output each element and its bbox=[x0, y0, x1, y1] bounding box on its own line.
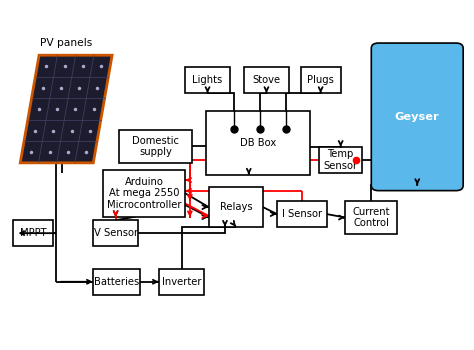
Text: DB Box: DB Box bbox=[240, 138, 276, 148]
Text: Arduino
At mega 2550
Microcontroller: Arduino At mega 2550 Microcontroller bbox=[107, 177, 181, 210]
FancyBboxPatch shape bbox=[93, 269, 140, 295]
Text: Stove: Stove bbox=[252, 75, 281, 85]
Text: Batteries: Batteries bbox=[94, 277, 139, 287]
FancyBboxPatch shape bbox=[93, 220, 138, 246]
FancyBboxPatch shape bbox=[277, 201, 327, 227]
Text: Plugs: Plugs bbox=[307, 75, 334, 85]
Text: V Sensor: V Sensor bbox=[93, 228, 138, 238]
FancyBboxPatch shape bbox=[371, 43, 463, 191]
FancyBboxPatch shape bbox=[244, 67, 289, 93]
Text: Relays: Relays bbox=[219, 202, 252, 212]
Text: Lights: Lights bbox=[192, 75, 223, 85]
Text: Domestic
supply: Domestic supply bbox=[132, 135, 179, 157]
FancyBboxPatch shape bbox=[319, 147, 362, 173]
Text: Current
Control: Current Control bbox=[353, 207, 390, 228]
Polygon shape bbox=[20, 55, 112, 163]
FancyBboxPatch shape bbox=[301, 67, 341, 93]
FancyBboxPatch shape bbox=[103, 170, 185, 217]
FancyBboxPatch shape bbox=[206, 111, 310, 175]
FancyBboxPatch shape bbox=[346, 201, 397, 234]
Text: MPPT: MPPT bbox=[20, 228, 46, 238]
Text: Temp
Sensor: Temp Sensor bbox=[324, 149, 358, 171]
FancyBboxPatch shape bbox=[185, 67, 230, 93]
Text: Inverter: Inverter bbox=[162, 277, 201, 287]
FancyBboxPatch shape bbox=[119, 130, 192, 163]
Text: Geyser: Geyser bbox=[395, 112, 439, 122]
Text: PV panels: PV panels bbox=[40, 38, 92, 48]
Text: I Sensor: I Sensor bbox=[282, 209, 322, 219]
FancyBboxPatch shape bbox=[209, 187, 263, 227]
FancyBboxPatch shape bbox=[13, 220, 53, 246]
FancyBboxPatch shape bbox=[159, 269, 204, 295]
